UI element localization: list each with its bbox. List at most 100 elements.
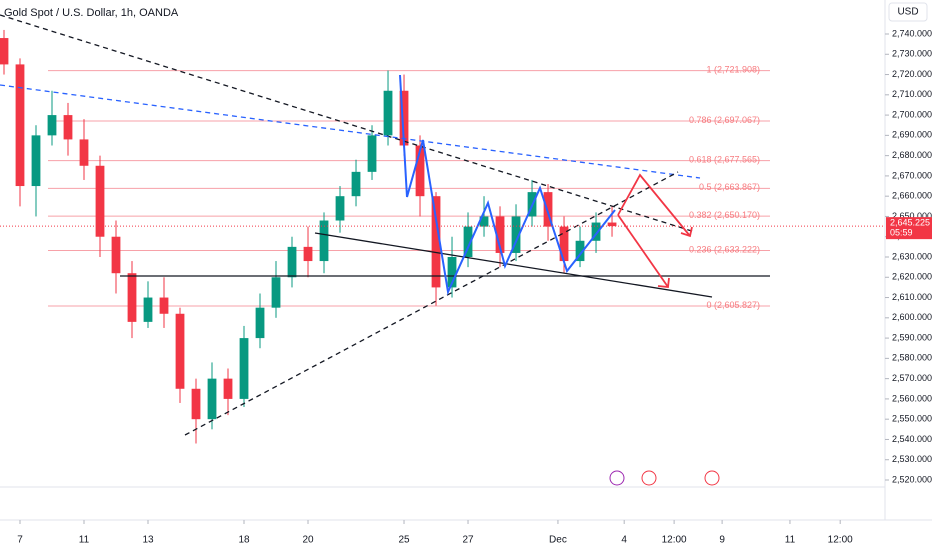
- fib-label: 0.236 (2,633.222): [689, 244, 760, 254]
- candle-body: [143, 297, 153, 322]
- currency-label: USD: [897, 7, 918, 18]
- trend-line: [184, 171, 679, 436]
- candle-body: [319, 220, 329, 262]
- candle-body: [79, 139, 89, 166]
- projection-arrow: [617, 214, 669, 288]
- y-tick-label: 2,650.000: [892, 211, 932, 221]
- x-tick-label: 4: [621, 535, 627, 546]
- y-tick-label: 2,590.000: [892, 332, 932, 342]
- currency-button[interactable]: [888, 2, 928, 22]
- fib-label: 0.382 (2,650.170): [689, 210, 760, 220]
- x-tick-label: 9: [719, 535, 725, 546]
- y-tick-label: 2,740.000: [892, 28, 932, 38]
- projection-arrow: [617, 173, 691, 237]
- fib-label: 0.5 (2,663.867): [699, 182, 760, 192]
- candle-body: [207, 378, 217, 420]
- candle-body: [447, 257, 457, 288]
- x-tick-label: 18: [238, 535, 250, 546]
- y-tick-label: 2,600.000: [892, 312, 932, 322]
- event-icon[interactable]: [609, 470, 625, 486]
- arrow-head: [680, 226, 693, 238]
- last-price-label: 2,645.225: [890, 218, 930, 228]
- candle-body: [415, 145, 425, 197]
- y-tick-label: 2,710.000: [892, 89, 932, 99]
- fib-label: 0.618 (2,677.565): [689, 154, 760, 164]
- zigzag: [399, 74, 616, 296]
- candle-body: [399, 90, 409, 146]
- candle-body: [607, 222, 617, 227]
- y-tick-label: 2,690.000: [892, 130, 932, 140]
- fib-label: 1 (2,721.908): [706, 65, 760, 75]
- candle-body: [15, 64, 25, 187]
- candle-body: [431, 196, 441, 288]
- candle-body: [511, 216, 521, 253]
- x-tick-label: Dec: [549, 535, 567, 546]
- y-tick-label: 2,670.000: [892, 170, 932, 180]
- y-tick-label: 2,720.000: [892, 69, 932, 79]
- plot-layer: 1 (2,721.908) 0.786 (2,697.067) 0.618 (2,6…: [0, 29, 770, 444]
- y-tick-label: 2,630.000: [892, 251, 932, 261]
- fib-label: 0 (2,605.827): [706, 300, 760, 310]
- y-tick-label: 2,580.000: [892, 353, 932, 363]
- y-tick-label: 2,530.000: [892, 454, 932, 464]
- event-icon[interactable]: [641, 470, 657, 486]
- y-tick-label: 2,660.000: [892, 191, 932, 201]
- trend-line: [0, 14, 696, 233]
- x-tick-label: 11: [79, 535, 90, 546]
- x-tick-label: 25: [398, 535, 410, 546]
- y-tick-label: 2,540.000: [892, 434, 932, 444]
- candle-body: [159, 297, 169, 314]
- x-tick-label: 11: [785, 535, 796, 546]
- trend-line: [314, 232, 713, 298]
- x-tick-label: 12:00: [828, 535, 853, 546]
- drawings: [0, 14, 770, 436]
- trend-line: [0, 84, 701, 179]
- candle-body: [239, 338, 249, 399]
- candle-body: [31, 135, 41, 187]
- candle-body: [383, 90, 393, 136]
- candle-body: [591, 222, 601, 241]
- y-tick-label: 2,520.000: [892, 474, 932, 484]
- candle-body: [479, 216, 489, 227]
- candle-body: [543, 192, 553, 227]
- y-tick-label: 2,550.000: [892, 414, 932, 424]
- candle-body: [495, 216, 505, 253]
- y-tick-label: 2,700.000: [892, 109, 932, 119]
- candle-body: [367, 135, 377, 172]
- candle-body: [223, 378, 233, 399]
- candle-body: [463, 226, 473, 257]
- y-tick-label: 2,680.000: [892, 150, 932, 160]
- x-tick-label: 20: [302, 535, 314, 546]
- candle-body: [271, 277, 281, 308]
- x-tick-label: 12:00: [662, 535, 687, 546]
- candle-body: [191, 388, 201, 420]
- candle-body: [559, 226, 569, 262]
- y-tick-label: 2,560.000: [892, 393, 932, 403]
- countdown-label: 05:59: [890, 228, 913, 238]
- y-tick-label: 2,570.000: [892, 373, 932, 383]
- x-tick-label: 27: [462, 535, 474, 546]
- candle-body: [0, 38, 9, 65]
- x-tick-label: 7: [17, 535, 23, 546]
- y-tick-label: 2,620.000: [892, 272, 932, 282]
- candle-body: [95, 165, 105, 237]
- candle-body: [63, 115, 73, 140]
- arrow-head: [657, 277, 670, 288]
- chart-title: Gold Spot / U.S. Dollar, 1h, OANDA: [4, 7, 179, 19]
- event-icon[interactable]: [704, 470, 720, 486]
- candle-body: [335, 196, 345, 221]
- y-tick-label: 2,730.000: [892, 49, 932, 59]
- candle-body: [111, 236, 121, 274]
- y-tick-label: 2,610.000: [892, 292, 932, 302]
- candle-body: [47, 115, 57, 136]
- candle-body: [127, 273, 137, 322]
- candle-body: [303, 246, 313, 262]
- candle-body: [287, 246, 297, 278]
- candle-body: [575, 240, 585, 262]
- candle-body: [175, 313, 185, 389]
- last-price-box: [886, 217, 932, 240]
- candle-body: [255, 307, 265, 339]
- fib-label: 0.786 (2,697.067): [689, 115, 760, 125]
